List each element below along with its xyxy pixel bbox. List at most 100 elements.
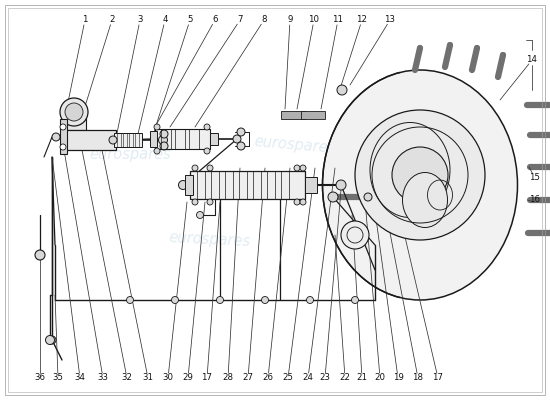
Circle shape xyxy=(392,147,448,203)
Bar xyxy=(305,177,317,193)
Bar xyxy=(135,133,139,147)
Ellipse shape xyxy=(403,172,448,228)
Circle shape xyxy=(237,142,245,150)
Circle shape xyxy=(207,199,213,205)
Bar xyxy=(281,111,305,119)
Text: 17: 17 xyxy=(201,374,212,382)
Bar xyxy=(185,175,193,195)
Circle shape xyxy=(500,52,505,58)
Circle shape xyxy=(237,128,245,136)
Text: 36: 36 xyxy=(35,374,46,382)
Circle shape xyxy=(65,103,83,121)
Text: 20: 20 xyxy=(375,374,386,382)
Circle shape xyxy=(217,296,223,304)
Bar xyxy=(225,171,233,199)
Circle shape xyxy=(261,296,268,304)
Circle shape xyxy=(364,193,372,201)
Bar xyxy=(253,171,261,199)
Circle shape xyxy=(204,148,210,154)
Circle shape xyxy=(328,192,338,202)
Text: 30: 30 xyxy=(162,374,173,382)
Text: 6: 6 xyxy=(212,16,218,24)
Circle shape xyxy=(336,180,346,190)
Text: 21: 21 xyxy=(356,374,367,382)
Text: 7: 7 xyxy=(237,16,243,24)
Text: 11: 11 xyxy=(333,16,344,24)
Circle shape xyxy=(154,148,160,154)
Circle shape xyxy=(294,199,300,205)
Text: 10: 10 xyxy=(309,16,320,24)
Text: 25: 25 xyxy=(283,374,294,382)
Text: 5: 5 xyxy=(187,16,192,24)
Text: eurospares: eurospares xyxy=(254,134,337,156)
Circle shape xyxy=(475,46,480,50)
Circle shape xyxy=(204,124,210,130)
Bar xyxy=(129,133,133,147)
Text: 26: 26 xyxy=(262,374,273,382)
Bar xyxy=(62,110,86,130)
Circle shape xyxy=(547,230,550,236)
Circle shape xyxy=(233,135,241,143)
Bar xyxy=(161,129,171,149)
Bar xyxy=(175,129,185,149)
Text: 17: 17 xyxy=(432,374,443,382)
Bar xyxy=(123,133,127,147)
Text: 31: 31 xyxy=(142,374,153,382)
Text: eurospares: eurospares xyxy=(329,222,411,238)
Text: 33: 33 xyxy=(97,374,108,382)
Circle shape xyxy=(160,142,168,150)
Circle shape xyxy=(448,42,453,48)
Circle shape xyxy=(192,199,198,205)
Text: 12: 12 xyxy=(356,16,367,24)
Circle shape xyxy=(294,165,300,171)
Text: 29: 29 xyxy=(183,374,194,382)
Text: 3: 3 xyxy=(138,16,143,24)
Circle shape xyxy=(60,98,88,126)
Circle shape xyxy=(306,296,313,304)
Text: eurospares: eurospares xyxy=(89,148,171,162)
Circle shape xyxy=(417,46,422,50)
Circle shape xyxy=(160,130,168,138)
Bar xyxy=(150,131,157,147)
Ellipse shape xyxy=(355,110,485,240)
Text: 4: 4 xyxy=(162,16,168,24)
Circle shape xyxy=(172,296,179,304)
Bar xyxy=(60,119,67,154)
Bar xyxy=(155,129,210,149)
Text: 8: 8 xyxy=(261,16,267,24)
Circle shape xyxy=(48,336,56,344)
Circle shape xyxy=(60,124,66,130)
Circle shape xyxy=(300,165,306,171)
Circle shape xyxy=(207,165,213,171)
Text: eurospares: eurospares xyxy=(389,162,471,178)
Text: 19: 19 xyxy=(393,374,404,382)
Text: eurospares: eurospares xyxy=(169,230,251,250)
Bar xyxy=(197,171,205,199)
Circle shape xyxy=(341,221,369,249)
Bar xyxy=(210,133,218,145)
Text: 28: 28 xyxy=(223,374,234,382)
Circle shape xyxy=(60,144,66,150)
Circle shape xyxy=(351,296,359,304)
Text: 18: 18 xyxy=(412,374,424,382)
Circle shape xyxy=(52,133,60,141)
Text: 9: 9 xyxy=(287,16,293,24)
Text: 2: 2 xyxy=(109,16,115,24)
Circle shape xyxy=(109,136,117,144)
Circle shape xyxy=(192,165,198,171)
Text: 27: 27 xyxy=(243,374,254,382)
Circle shape xyxy=(126,296,134,304)
Text: 15: 15 xyxy=(530,174,541,182)
Circle shape xyxy=(46,336,54,344)
Text: 14: 14 xyxy=(526,56,537,64)
Bar xyxy=(190,171,305,199)
Circle shape xyxy=(154,124,160,130)
Text: 16: 16 xyxy=(530,196,541,204)
Text: 34: 34 xyxy=(74,374,85,382)
Ellipse shape xyxy=(322,70,518,300)
Text: 24: 24 xyxy=(302,374,313,382)
Circle shape xyxy=(547,102,550,108)
Text: 32: 32 xyxy=(122,374,133,382)
Bar xyxy=(239,171,247,199)
Bar xyxy=(301,111,325,119)
